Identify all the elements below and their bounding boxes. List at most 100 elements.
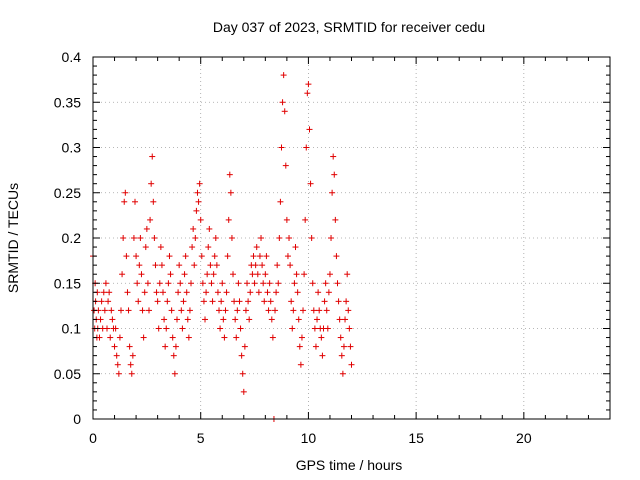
data-point (211, 253, 218, 260)
data-point (102, 280, 109, 287)
data-point (269, 334, 276, 341)
data-point (150, 198, 157, 205)
data-point (189, 244, 196, 251)
data-point (181, 271, 188, 278)
data-point (348, 361, 355, 368)
data-point (237, 325, 244, 332)
data-point (207, 262, 214, 269)
data-point (265, 307, 272, 314)
data-point (289, 325, 296, 332)
data-point (121, 198, 128, 205)
data-point (274, 262, 281, 269)
data-point (164, 298, 171, 305)
data-point (109, 316, 116, 323)
y-tick-label: 0.2 (62, 230, 82, 246)
data-point (185, 334, 192, 341)
data-point (194, 189, 201, 196)
data-point (253, 244, 260, 251)
data-point (158, 262, 165, 269)
data-point (333, 253, 340, 260)
data-point (236, 298, 243, 305)
data-point (160, 289, 167, 296)
data-point (200, 298, 207, 305)
data-point (199, 280, 206, 287)
data-point (318, 334, 325, 341)
data-point (322, 280, 329, 287)
data-point (246, 316, 253, 323)
data-point (177, 280, 184, 287)
data-point (222, 307, 229, 314)
data-point (266, 280, 273, 287)
data-point (204, 271, 211, 278)
data-point (238, 352, 245, 359)
data-point (171, 370, 178, 377)
data-point (119, 271, 126, 278)
data-point (203, 289, 210, 296)
data-point (297, 361, 304, 368)
data-point (157, 244, 164, 251)
data-point (124, 289, 131, 296)
data-point (202, 316, 209, 323)
data-point (105, 298, 112, 305)
data-point (294, 289, 301, 296)
data-point (183, 289, 190, 296)
data-point (304, 90, 311, 97)
data-point (100, 289, 107, 296)
data-point (96, 334, 103, 341)
data-point (214, 289, 221, 296)
data-point (186, 307, 193, 314)
data-point (146, 307, 153, 314)
data-point (167, 271, 174, 278)
data-point (193, 207, 200, 214)
data-point (122, 189, 129, 196)
data-point (115, 370, 122, 377)
data-point (213, 262, 220, 269)
data-point (149, 153, 156, 160)
data-point (147, 216, 154, 223)
data-point (176, 262, 183, 269)
data-point (300, 307, 307, 314)
data-point (232, 316, 239, 323)
data-point (231, 298, 238, 305)
data-point (120, 235, 127, 241)
data-point (310, 307, 317, 314)
data-point (101, 307, 108, 314)
y-tick-label: 0.3 (62, 140, 82, 156)
data-point (98, 298, 105, 305)
data-point (263, 253, 270, 260)
data-point (311, 325, 318, 332)
data-point (278, 144, 285, 151)
x-axis-label: GPS time / hours (296, 457, 403, 473)
data-point (175, 289, 182, 296)
x-tick-label: 20 (516, 430, 532, 446)
data-point (326, 271, 333, 278)
data-point (281, 108, 288, 115)
grid-lines (93, 57, 610, 419)
data-point (155, 325, 162, 332)
data-point (106, 289, 113, 296)
data-point (182, 253, 189, 260)
data-point (264, 289, 271, 296)
y-tick-labels: 0 0.05 0.1 0.15 0.2 0.25 0.3 0.35 0.4 (54, 49, 81, 427)
data-point (314, 316, 321, 323)
data-point (143, 225, 150, 232)
data-point (125, 307, 132, 314)
data-point (223, 289, 230, 296)
data-point (228, 235, 235, 241)
data-point (169, 334, 176, 341)
data-point (312, 343, 319, 350)
data-point (180, 298, 187, 305)
data-point (227, 189, 234, 196)
data-point (239, 370, 246, 377)
data-point (138, 271, 145, 278)
data-point (154, 298, 161, 305)
data-point (334, 280, 341, 287)
data-point (240, 388, 247, 395)
data-point (112, 325, 119, 332)
data-point (128, 370, 135, 377)
data-point (151, 235, 158, 241)
data-point (168, 307, 175, 314)
data-point (163, 325, 170, 332)
data-point (344, 271, 351, 278)
